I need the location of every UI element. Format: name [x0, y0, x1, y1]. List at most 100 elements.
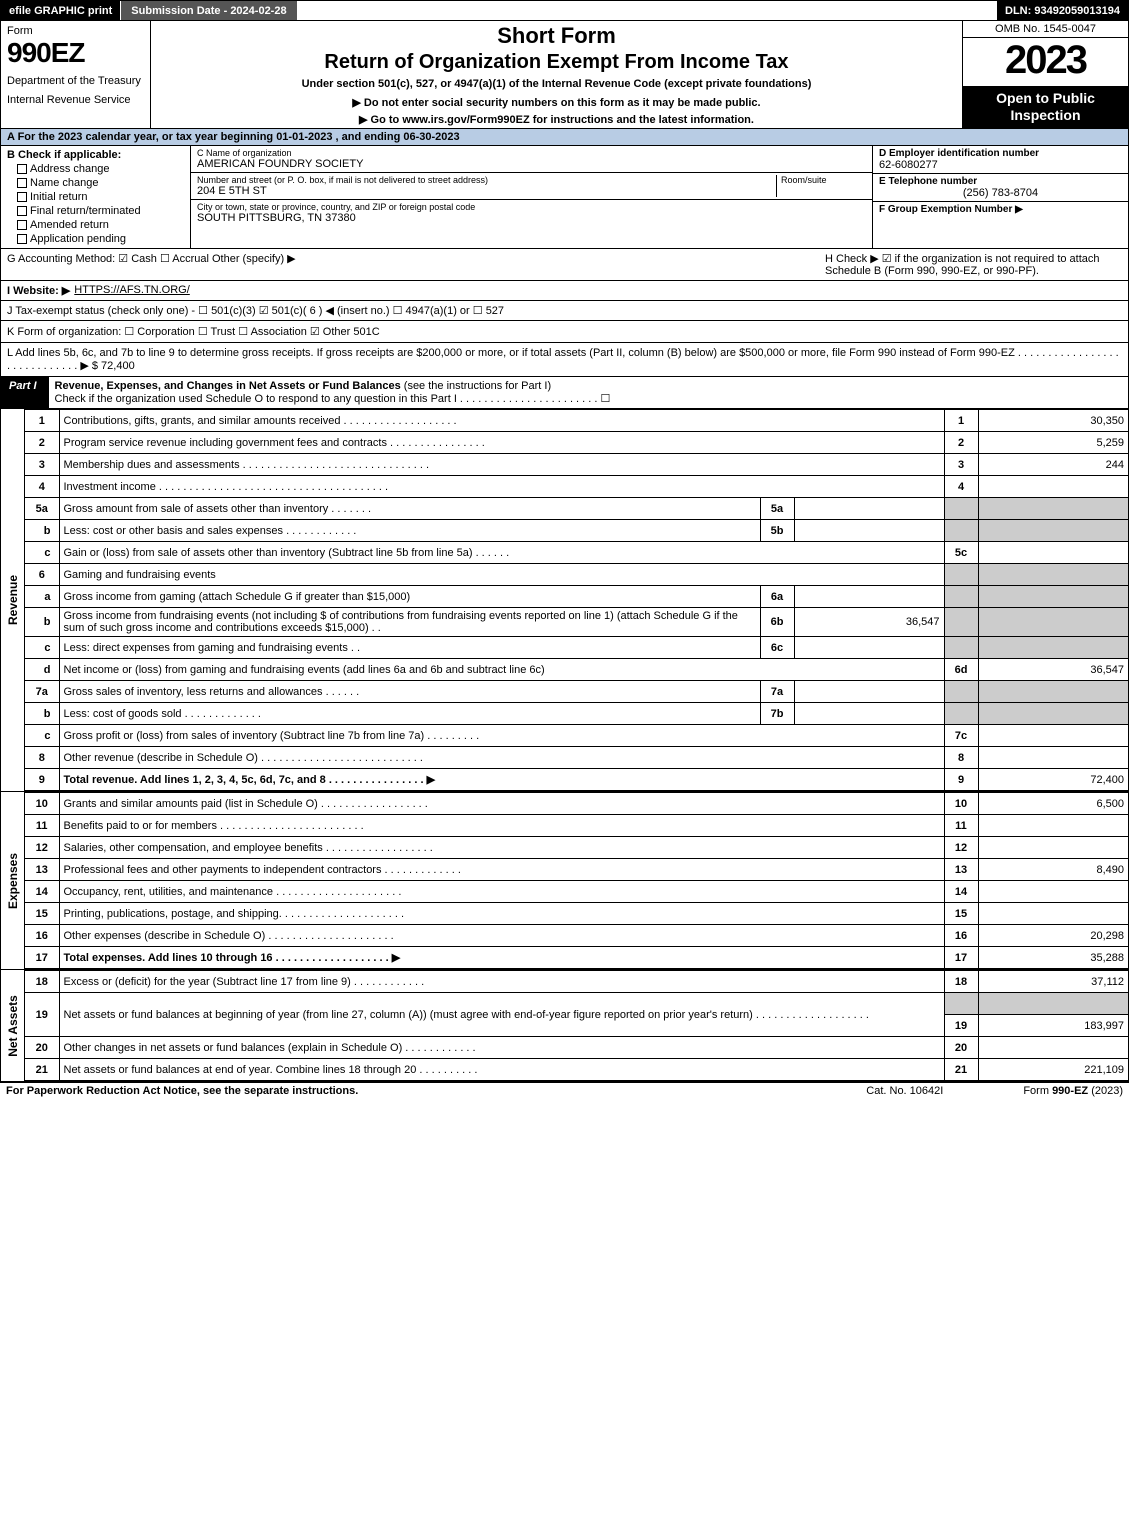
revenue-section: Revenue 1Contributions, gifts, grants, a… — [1, 409, 1128, 792]
open-to-public: Open to Public Inspection — [963, 86, 1128, 128]
top-bar: efile GRAPHIC print Submission Date - 20… — [1, 1, 1128, 21]
line-17: 17Total expenses. Add lines 10 through 1… — [25, 947, 1128, 969]
part-1-header: Part I Revenue, Expenses, and Changes in… — [1, 377, 1128, 409]
chk-amended-return[interactable]: Amended return — [7, 219, 184, 231]
street-cell: Number and street (or P. O. box, if mail… — [191, 173, 872, 200]
chk-name-change[interactable]: Name change — [7, 177, 184, 189]
dept-irs: Internal Revenue Service — [7, 94, 144, 107]
dept-treasury: Department of the Treasury — [7, 75, 144, 88]
part-1-check: Check if the organization used Schedule … — [55, 393, 611, 405]
expenses-side-label: Expenses — [1, 792, 25, 969]
line-3: 3Membership dues and assessments . . . .… — [25, 454, 1128, 476]
tax-year: 2023 — [963, 38, 1128, 86]
line-6c: cLess: direct expenses from gaming and f… — [25, 637, 1128, 659]
goto-link[interactable]: Go to www.irs.gov/Form990EZ for instruct… — [157, 113, 956, 126]
part-1-title: Revenue, Expenses, and Changes in Net As… — [55, 380, 401, 392]
line-4: 4Investment income . . . . . . . . . . .… — [25, 476, 1128, 498]
chk-final-return[interactable]: Final return/terminated — [7, 205, 184, 217]
section-l-value: 72,400 — [101, 360, 135, 372]
line-12: 12Salaries, other compensation, and empl… — [25, 837, 1128, 859]
ein-label: D Employer identification number — [879, 148, 1122, 159]
form-subtitle: Under section 501(c), 527, or 4947(a)(1)… — [157, 78, 956, 90]
website-label: I Website: ▶ — [7, 284, 70, 297]
section-l-text: L Add lines 5b, 6c, and 7b to line 9 to … — [7, 347, 1119, 372]
page-footer: For Paperwork Reduction Act Notice, see … — [0, 1083, 1129, 1099]
sections-g-h-i-j: G Accounting Method: ☑ Cash ☐ Accrual Ot… — [1, 249, 1128, 321]
form-word: Form — [7, 25, 144, 37]
section-b-label: B Check if applicable: — [7, 149, 184, 161]
chk-address-change[interactable]: Address change — [7, 163, 184, 175]
paperwork-notice: For Paperwork Reduction Act Notice, see … — [6, 1085, 866, 1097]
revenue-table: 1Contributions, gifts, grants, and simil… — [25, 409, 1128, 791]
form-header: Form 990EZ Department of the Treasury In… — [1, 21, 1128, 129]
line-8: 8Other revenue (describe in Schedule O) … — [25, 747, 1128, 769]
room-label: Room/suite — [781, 175, 866, 185]
form-container: efile GRAPHIC print Submission Date - 20… — [0, 0, 1129, 1083]
line-19: 19Net assets or fund balances at beginni… — [25, 993, 1128, 1015]
line-5a: 5aGross amount from sale of assets other… — [25, 498, 1128, 520]
spacer — [297, 1, 997, 20]
cat-number: Cat. No. 10642I — [866, 1085, 943, 1097]
line-2: 2Program service revenue including gover… — [25, 432, 1128, 454]
section-j: J Tax-exempt status (check only one) - ☐… — [1, 301, 1128, 320]
line-14: 14Occupancy, rent, utilities, and mainte… — [25, 881, 1128, 903]
section-k: K Form of organization: ☐ Corporation ☐ … — [1, 321, 1128, 343]
ssn-warning: Do not enter social security numbers on … — [157, 96, 956, 109]
section-l: L Add lines 5b, 6c, and 7b to line 9 to … — [1, 343, 1128, 377]
phone-value: (256) 783-8704 — [879, 187, 1122, 199]
omb-number: OMB No. 1545-0047 — [963, 21, 1128, 38]
line-7b: bLess: cost of goods sold . . . . . . . … — [25, 703, 1128, 725]
expenses-table: 10Grants and similar amounts paid (list … — [25, 792, 1128, 969]
line-7c: cGross profit or (loss) from sales of in… — [25, 725, 1128, 747]
part-1-desc: Revenue, Expenses, and Changes in Net As… — [49, 377, 1128, 408]
line-21: 21Net assets or fund balances at end of … — [25, 1059, 1128, 1081]
street: 204 E 5TH ST — [197, 185, 776, 197]
dln-label: DLN: 93492059013194 — [997, 1, 1128, 20]
line-5b: bLess: cost or other basis and sales exp… — [25, 520, 1128, 542]
part-1-note: (see the instructions for Part I) — [404, 380, 551, 392]
form-title: Return of Organization Exempt From Incom… — [157, 51, 956, 74]
street-label: Number and street (or P. O. box, if mail… — [197, 175, 776, 185]
expenses-section: Expenses 10Grants and similar amounts pa… — [1, 792, 1128, 970]
org-name-cell: C Name of organization AMERICAN FOUNDRY … — [191, 146, 872, 173]
group-exemption-label: F Group Exemption Number ▶ — [879, 204, 1122, 215]
chk-initial-return[interactable]: Initial return — [7, 191, 184, 203]
line-16: 16Other expenses (describe in Schedule O… — [25, 925, 1128, 947]
line-5c: cGain or (loss) from sale of assets othe… — [25, 542, 1128, 564]
line-6b: bGross income from fundraising events (n… — [25, 608, 1128, 637]
section-g: G Accounting Method: ☑ Cash ☐ Accrual Ot… — [7, 252, 817, 277]
submission-date-label: Submission Date - 2024-02-28 — [121, 1, 296, 20]
net-assets-side-label: Net Assets — [1, 970, 25, 1081]
line-11: 11Benefits paid to or for members . . . … — [25, 815, 1128, 837]
line-10: 10Grants and similar amounts paid (list … — [25, 793, 1128, 815]
website-link[interactable]: HTTPS://AFS.TN.ORG/ — [74, 284, 190, 297]
section-d: D Employer identification number 62-6080… — [873, 146, 1128, 174]
revenue-side-label: Revenue — [1, 409, 25, 791]
form-number: 990EZ — [7, 37, 144, 69]
header-center: Short Form Return of Organization Exempt… — [151, 21, 963, 128]
org-name: AMERICAN FOUNDRY SOCIETY — [197, 158, 866, 170]
sections-b-through-f: B Check if applicable: Address change Na… — [1, 146, 1128, 249]
ein-value: 62-6080277 — [879, 159, 1122, 171]
form-ref: Form 990-EZ (2023) — [1023, 1085, 1123, 1097]
line-15: 15Printing, publications, postage, and s… — [25, 903, 1128, 925]
line-6a: aGross income from gaming (attach Schedu… — [25, 586, 1128, 608]
city-cell: City or town, state or province, country… — [191, 200, 872, 248]
section-b: B Check if applicable: Address change Na… — [1, 146, 191, 248]
chk-application-pending[interactable]: Application pending — [7, 233, 184, 245]
sections-d-e-f: D Employer identification number 62-6080… — [873, 146, 1128, 248]
line-6: 6Gaming and fundraising events — [25, 564, 1128, 586]
line-7a: 7aGross sales of inventory, less returns… — [25, 681, 1128, 703]
section-a-tax-year: A For the 2023 calendar year, or tax yea… — [1, 129, 1128, 146]
section-f: F Group Exemption Number ▶ — [873, 202, 1128, 248]
line-13: 13Professional fees and other payments t… — [25, 859, 1128, 881]
net-assets-table: 18Excess or (deficit) for the year (Subt… — [25, 970, 1128, 1081]
city-label: City or town, state or province, country… — [197, 202, 866, 212]
phone-label: E Telephone number — [879, 176, 1122, 187]
efile-print-button[interactable]: efile GRAPHIC print — [1, 1, 121, 20]
net-assets-section: Net Assets 18Excess or (deficit) for the… — [1, 970, 1128, 1082]
section-h: H Check ▶ ☑ if the organization is not r… — [817, 252, 1122, 277]
line-9: 9Total revenue. Add lines 1, 2, 3, 4, 5c… — [25, 769, 1128, 791]
line-20: 20Other changes in net assets or fund ba… — [25, 1037, 1128, 1059]
city: SOUTH PITTSBURG, TN 37380 — [197, 212, 866, 224]
